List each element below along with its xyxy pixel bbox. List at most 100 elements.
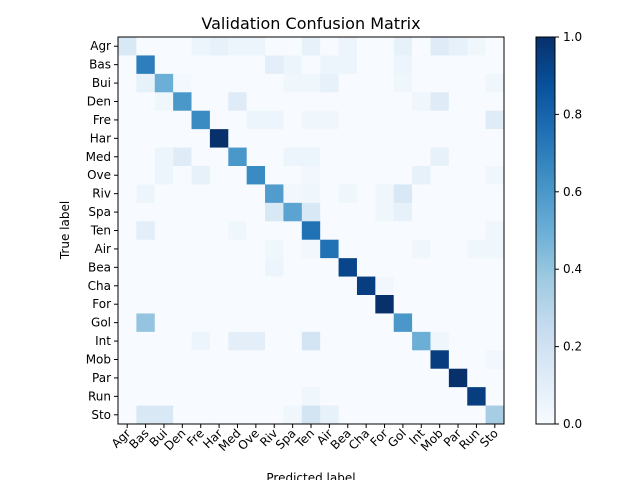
heatmap-cell [320,166,339,185]
heatmap-cell [412,166,431,185]
heatmap-cell [246,350,266,370]
heatmap-cell [154,73,174,93]
heatmap-cell [375,350,395,370]
heatmap-cell [265,147,284,167]
heatmap-cell [393,313,413,333]
x-axis-label: Predicted label [266,471,355,480]
heatmap-cell [191,55,211,75]
heatmap-cell [173,202,192,222]
heatmap-cell [338,110,358,130]
heatmap-cell [375,331,395,351]
colorbar-tick-label: 1.0 [563,30,582,44]
heatmap-cell [283,350,303,370]
heatmap-cell [485,129,505,148]
heatmap-cell [136,73,156,93]
heatmap-cell [412,37,431,56]
heatmap-cell [448,110,468,130]
heatmap-cell [283,368,303,388]
y-tick-label: Ten [90,224,111,238]
heatmap-cell [136,368,156,388]
heatmap-cell [485,184,505,204]
heatmap-cell [283,405,303,425]
heatmap-cell [448,350,468,370]
heatmap-cell [136,295,156,314]
heatmap-cell [228,368,248,388]
heatmap-cell [338,184,358,204]
heatmap-cell [485,387,505,406]
heatmap-cell [118,73,137,93]
heatmap-cell [338,202,358,222]
heatmap-cell [375,73,395,93]
heatmap-cell [448,37,468,56]
heatmap-cell [485,295,505,314]
heatmap-cell [467,387,487,406]
heatmap-cell [338,276,358,296]
heatmap-cell [393,239,413,259]
heatmap-cell [375,313,395,333]
heatmap-cell [356,55,376,75]
heatmap-cell [356,239,376,259]
heatmap-cell [485,166,505,185]
heatmap-cell [246,239,266,259]
heatmap-cell [338,55,358,75]
heatmap-cell [430,221,450,241]
heatmap-cell [485,258,505,277]
heatmap-cell [356,202,376,222]
heatmap-cell [118,239,137,259]
heatmap-cell [301,295,321,314]
y-tick-label: Run [88,389,111,403]
heatmap-cell [136,350,156,370]
heatmap-cell [393,129,413,148]
heatmap-cell [338,239,358,259]
heatmap-cell [191,405,211,425]
heatmap-cell [118,147,137,167]
heatmap-cell [209,276,229,296]
heatmap-cell [136,129,156,148]
heatmap-cell [209,387,229,406]
heatmap-cell [246,110,266,130]
heatmap-cell [412,110,431,130]
heatmap-cell [467,331,487,351]
heatmap-cell [301,73,321,93]
heatmap-cell [393,221,413,241]
heatmap-cell [209,405,229,425]
heatmap-cell [265,73,284,93]
heatmap-cell [338,295,358,314]
heatmap-cell [154,129,174,148]
heatmap-cell [338,350,358,370]
heatmap-cell [265,405,284,425]
heatmap-cell [393,184,413,204]
heatmap-cell [228,202,248,222]
heatmap-cell [338,166,358,185]
heatmap-cell [246,258,266,277]
heatmap-cell [448,202,468,222]
heatmap-cell [467,92,487,112]
heatmap-cell [448,295,468,314]
heatmap-cell [173,368,192,388]
heatmap-cell [265,110,284,130]
heatmap-cell [412,73,431,93]
heatmap-cell [430,147,450,167]
heatmap-cell [467,55,487,75]
heatmap-cell [467,73,487,93]
heatmap-cell [228,258,248,277]
heatmap-cell [393,147,413,167]
heatmap-cell [448,276,468,296]
heatmap-cell [375,202,395,222]
y-tick-label: Int [95,334,111,348]
heatmap-cell [320,295,339,314]
heatmap-cell [209,221,229,241]
heatmap-cell [154,405,174,425]
heatmap-cell [338,331,358,351]
heatmap-cell [356,129,376,148]
chart-title: Validation Confusion Matrix [201,14,420,33]
y-tick-label: Bui [92,76,111,90]
heatmap-cell [154,221,174,241]
heatmap-cell [375,295,395,314]
heatmap-cell [485,147,505,167]
heatmap-cell [265,258,284,277]
heatmap-cell [209,331,229,351]
heatmap-cell [118,350,137,370]
heatmap-cell [265,221,284,241]
heatmap-cell [467,258,487,277]
